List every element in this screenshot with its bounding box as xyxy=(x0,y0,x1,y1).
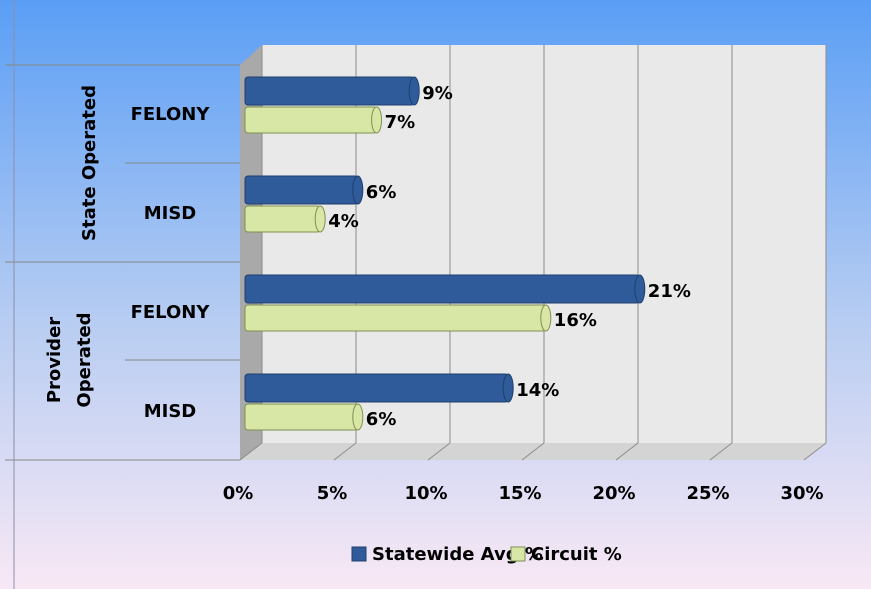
separators xyxy=(5,64,240,461)
bar xyxy=(244,304,547,332)
legend-swatch xyxy=(351,546,367,562)
floor-grid-line xyxy=(709,442,733,461)
floor-grid-line xyxy=(615,442,639,461)
bar-cap xyxy=(352,175,364,205)
bar-cap xyxy=(352,403,364,431)
x-tick-label: 0% xyxy=(223,483,254,504)
group-label: Provider Operated xyxy=(44,312,95,407)
floor-grid-line xyxy=(521,442,545,461)
bar xyxy=(244,403,359,431)
bar xyxy=(244,76,415,106)
value-label: 16% xyxy=(554,310,597,331)
x-tick-label: 20% xyxy=(592,483,635,504)
bar xyxy=(244,106,378,134)
value-label: 4% xyxy=(328,211,359,232)
value-label: 21% xyxy=(648,281,691,302)
legend-label: Circuit % xyxy=(531,544,622,565)
bar-cap xyxy=(502,373,514,403)
bar xyxy=(244,175,359,205)
category-label: MISD xyxy=(144,203,197,224)
side-wall xyxy=(240,45,262,460)
floor-grid-line xyxy=(803,442,827,461)
bar-cap xyxy=(540,304,552,332)
value-label: 7% xyxy=(385,112,416,133)
x-tick-label: 5% xyxy=(317,483,348,504)
floor-grid-line xyxy=(333,442,357,461)
bar-cap xyxy=(371,106,383,134)
bar-cap xyxy=(314,205,326,233)
value-label: 6% xyxy=(366,409,397,430)
bar-cap xyxy=(634,274,646,304)
bar xyxy=(244,274,641,304)
legend-swatch xyxy=(510,546,526,562)
category-label: MISD xyxy=(144,401,197,422)
x-tick-label: 10% xyxy=(404,483,447,504)
group-label: State Operated xyxy=(79,85,100,241)
legend-label: Statewide Avg % xyxy=(372,544,543,565)
x-tick-label: 25% xyxy=(686,483,729,504)
floor-grid-line xyxy=(239,442,263,461)
legend: Statewide Avg %Circuit % xyxy=(351,544,622,565)
value-label: 9% xyxy=(422,83,453,104)
bar xyxy=(244,205,321,233)
bar-cap xyxy=(408,76,420,106)
floor-grid-line xyxy=(427,442,451,461)
category-label: FELONY xyxy=(131,302,211,323)
category-label: FELONY xyxy=(131,104,211,125)
value-label: 14% xyxy=(516,380,559,401)
value-label: 6% xyxy=(366,182,397,203)
x-tick-label: 30% xyxy=(780,483,823,504)
x-tick-label: 15% xyxy=(498,483,541,504)
bar xyxy=(244,373,509,403)
